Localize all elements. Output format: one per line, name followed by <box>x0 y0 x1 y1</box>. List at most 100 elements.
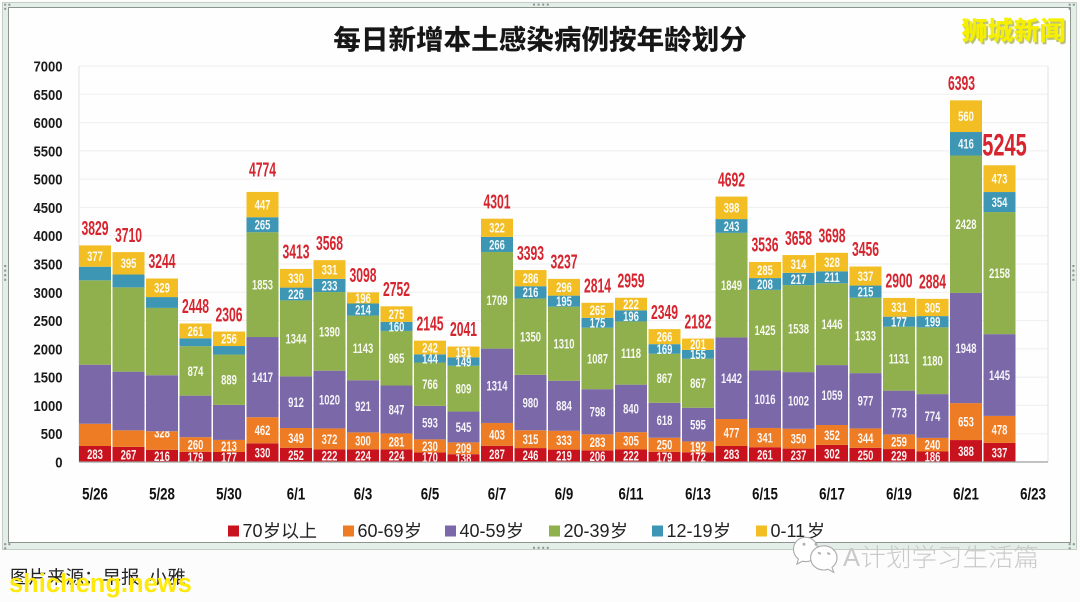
svg-text:595: 595 <box>690 417 706 433</box>
svg-text:3244: 3244 <box>148 250 176 273</box>
svg-text:6/19: 6/19 <box>886 485 912 504</box>
svg-text:192: 192 <box>690 439 706 455</box>
svg-text:3098: 3098 <box>349 264 376 287</box>
svg-text:209: 209 <box>456 440 472 456</box>
svg-text:260: 260 <box>188 437 204 453</box>
svg-text:500: 500 <box>41 426 63 443</box>
svg-text:226: 226 <box>288 286 304 302</box>
svg-text:191: 191 <box>456 344 472 360</box>
svg-text:341: 341 <box>757 430 773 446</box>
svg-text:330: 330 <box>288 270 304 286</box>
svg-text:302: 302 <box>824 445 840 461</box>
svg-text:1425: 1425 <box>754 322 775 338</box>
svg-text:354: 354 <box>992 194 1008 210</box>
svg-text:5/30: 5/30 <box>216 485 242 504</box>
svg-text:330: 330 <box>255 445 271 461</box>
svg-text:2448: 2448 <box>182 295 209 318</box>
svg-text:20-39: 20-39 <box>564 521 610 541</box>
svg-text:2041: 2041 <box>450 318 477 341</box>
svg-text:1390: 1390 <box>319 323 340 339</box>
svg-text:265: 265 <box>590 302 606 318</box>
svg-text:199: 199 <box>925 314 941 330</box>
svg-text:196: 196 <box>623 308 639 324</box>
svg-text:305: 305 <box>925 300 941 316</box>
svg-text:5500: 5500 <box>33 143 62 160</box>
svg-text:243: 243 <box>724 218 740 234</box>
svg-text:1350: 1350 <box>520 329 541 345</box>
svg-text:261: 261 <box>188 323 204 339</box>
svg-text:6/23: 6/23 <box>1020 485 1046 504</box>
svg-text:2752: 2752 <box>383 278 410 301</box>
svg-text:256: 256 <box>221 331 237 347</box>
svg-text:766: 766 <box>422 376 438 392</box>
svg-text:216: 216 <box>523 284 539 300</box>
svg-text:222: 222 <box>623 296 639 312</box>
svg-text:3536: 3536 <box>751 233 778 256</box>
svg-text:2884: 2884 <box>919 270 947 293</box>
svg-text:208: 208 <box>757 276 773 292</box>
svg-text:416: 416 <box>958 136 974 152</box>
svg-text:809: 809 <box>456 381 472 397</box>
svg-text:6/17: 6/17 <box>819 485 845 504</box>
svg-text:333: 333 <box>556 432 572 448</box>
svg-text:593: 593 <box>422 415 438 431</box>
svg-text:331: 331 <box>891 299 907 315</box>
svg-text:3829: 3829 <box>81 217 108 240</box>
svg-text:4000: 4000 <box>33 228 62 245</box>
svg-text:286: 286 <box>523 270 539 286</box>
svg-text:4774: 4774 <box>249 158 277 181</box>
svg-text:237: 237 <box>791 447 807 463</box>
svg-text:478: 478 <box>992 421 1008 437</box>
svg-text:283: 283 <box>87 446 103 462</box>
svg-text:2900: 2900 <box>885 269 912 292</box>
svg-text:884: 884 <box>556 398 572 414</box>
svg-text:7000: 7000 <box>33 59 62 76</box>
svg-text:403: 403 <box>489 426 505 442</box>
svg-text:349: 349 <box>288 430 304 446</box>
svg-text:214: 214 <box>355 302 371 318</box>
svg-text:3413: 3413 <box>282 240 309 263</box>
svg-text:224: 224 <box>355 448 371 464</box>
svg-text:1002: 1002 <box>788 392 809 408</box>
svg-text:1143: 1143 <box>353 340 374 356</box>
svg-text:773: 773 <box>891 405 907 421</box>
svg-text:3568: 3568 <box>316 232 343 255</box>
svg-text:1016: 1016 <box>754 391 775 407</box>
svg-text:196: 196 <box>355 290 371 306</box>
svg-text:230: 230 <box>422 438 438 454</box>
svg-text:372: 372 <box>322 431 338 447</box>
svg-text:1131: 1131 <box>889 351 910 367</box>
svg-text:2000: 2000 <box>33 341 62 358</box>
svg-text:6/15: 6/15 <box>752 485 778 504</box>
svg-text:447: 447 <box>255 197 271 213</box>
svg-text:160: 160 <box>389 318 405 334</box>
svg-text:977: 977 <box>858 393 874 409</box>
svg-text:398: 398 <box>724 200 740 216</box>
svg-text:328: 328 <box>824 254 840 270</box>
svg-text:388: 388 <box>958 443 974 459</box>
svg-text:1446: 1446 <box>821 316 842 332</box>
svg-text:3000: 3000 <box>33 285 62 302</box>
svg-text:283: 283 <box>724 446 740 462</box>
svg-text:215: 215 <box>858 284 874 300</box>
svg-text:5/28: 5/28 <box>149 485 175 504</box>
svg-text:216: 216 <box>154 448 170 464</box>
svg-text:6/9: 6/9 <box>555 485 573 504</box>
svg-text:149: 149 <box>456 354 472 370</box>
svg-text:5000: 5000 <box>33 172 62 189</box>
svg-text:3658: 3658 <box>785 227 812 250</box>
svg-text:70: 70 <box>243 521 263 541</box>
svg-text:6/1: 6/1 <box>287 485 305 504</box>
svg-text:206: 206 <box>590 448 606 464</box>
svg-text:222: 222 <box>322 448 338 464</box>
svg-text:1442: 1442 <box>721 370 742 386</box>
svg-text:12-19: 12-19 <box>667 521 713 541</box>
svg-text:1000: 1000 <box>33 398 62 415</box>
svg-text:545: 545 <box>456 419 472 435</box>
svg-text:1709: 1709 <box>486 292 507 308</box>
svg-text:1314: 1314 <box>486 378 507 394</box>
svg-text:186: 186 <box>925 449 941 465</box>
svg-text:798: 798 <box>590 404 606 420</box>
svg-text:6000: 6000 <box>33 115 62 132</box>
svg-text:287: 287 <box>489 446 505 462</box>
